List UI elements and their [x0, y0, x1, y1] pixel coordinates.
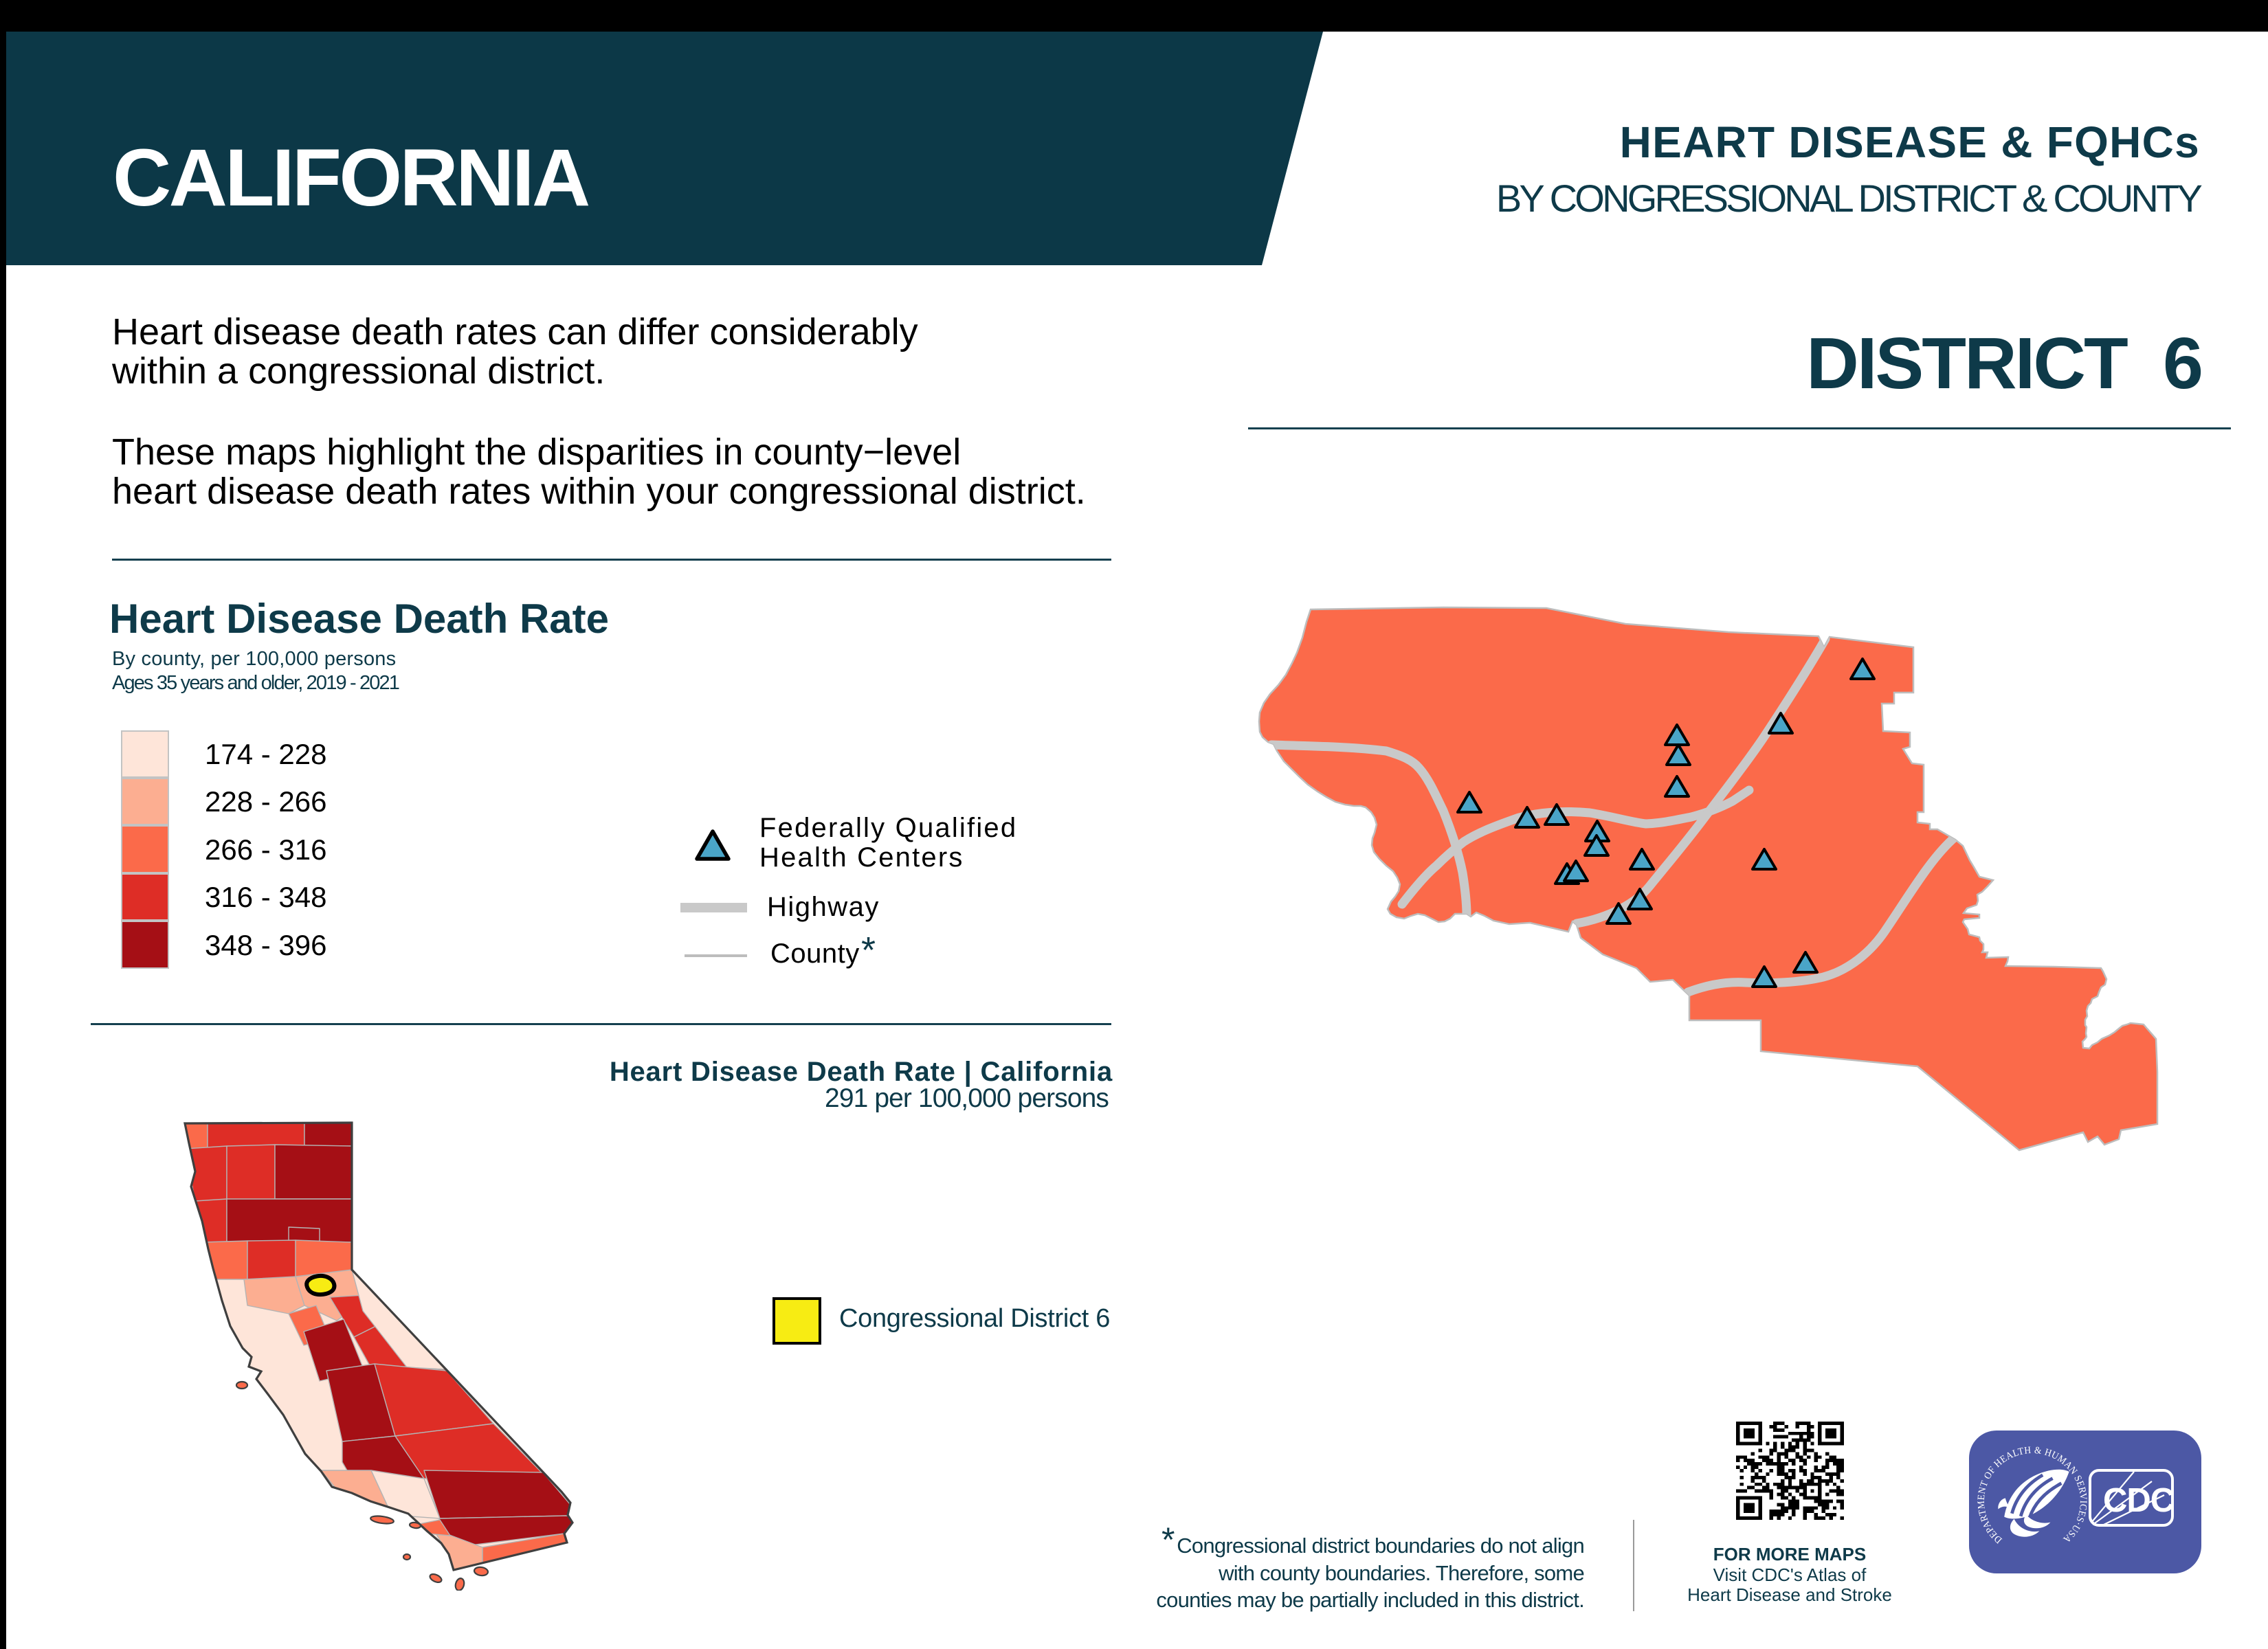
svg-text:CDC: CDC — [2103, 1482, 2175, 1519]
